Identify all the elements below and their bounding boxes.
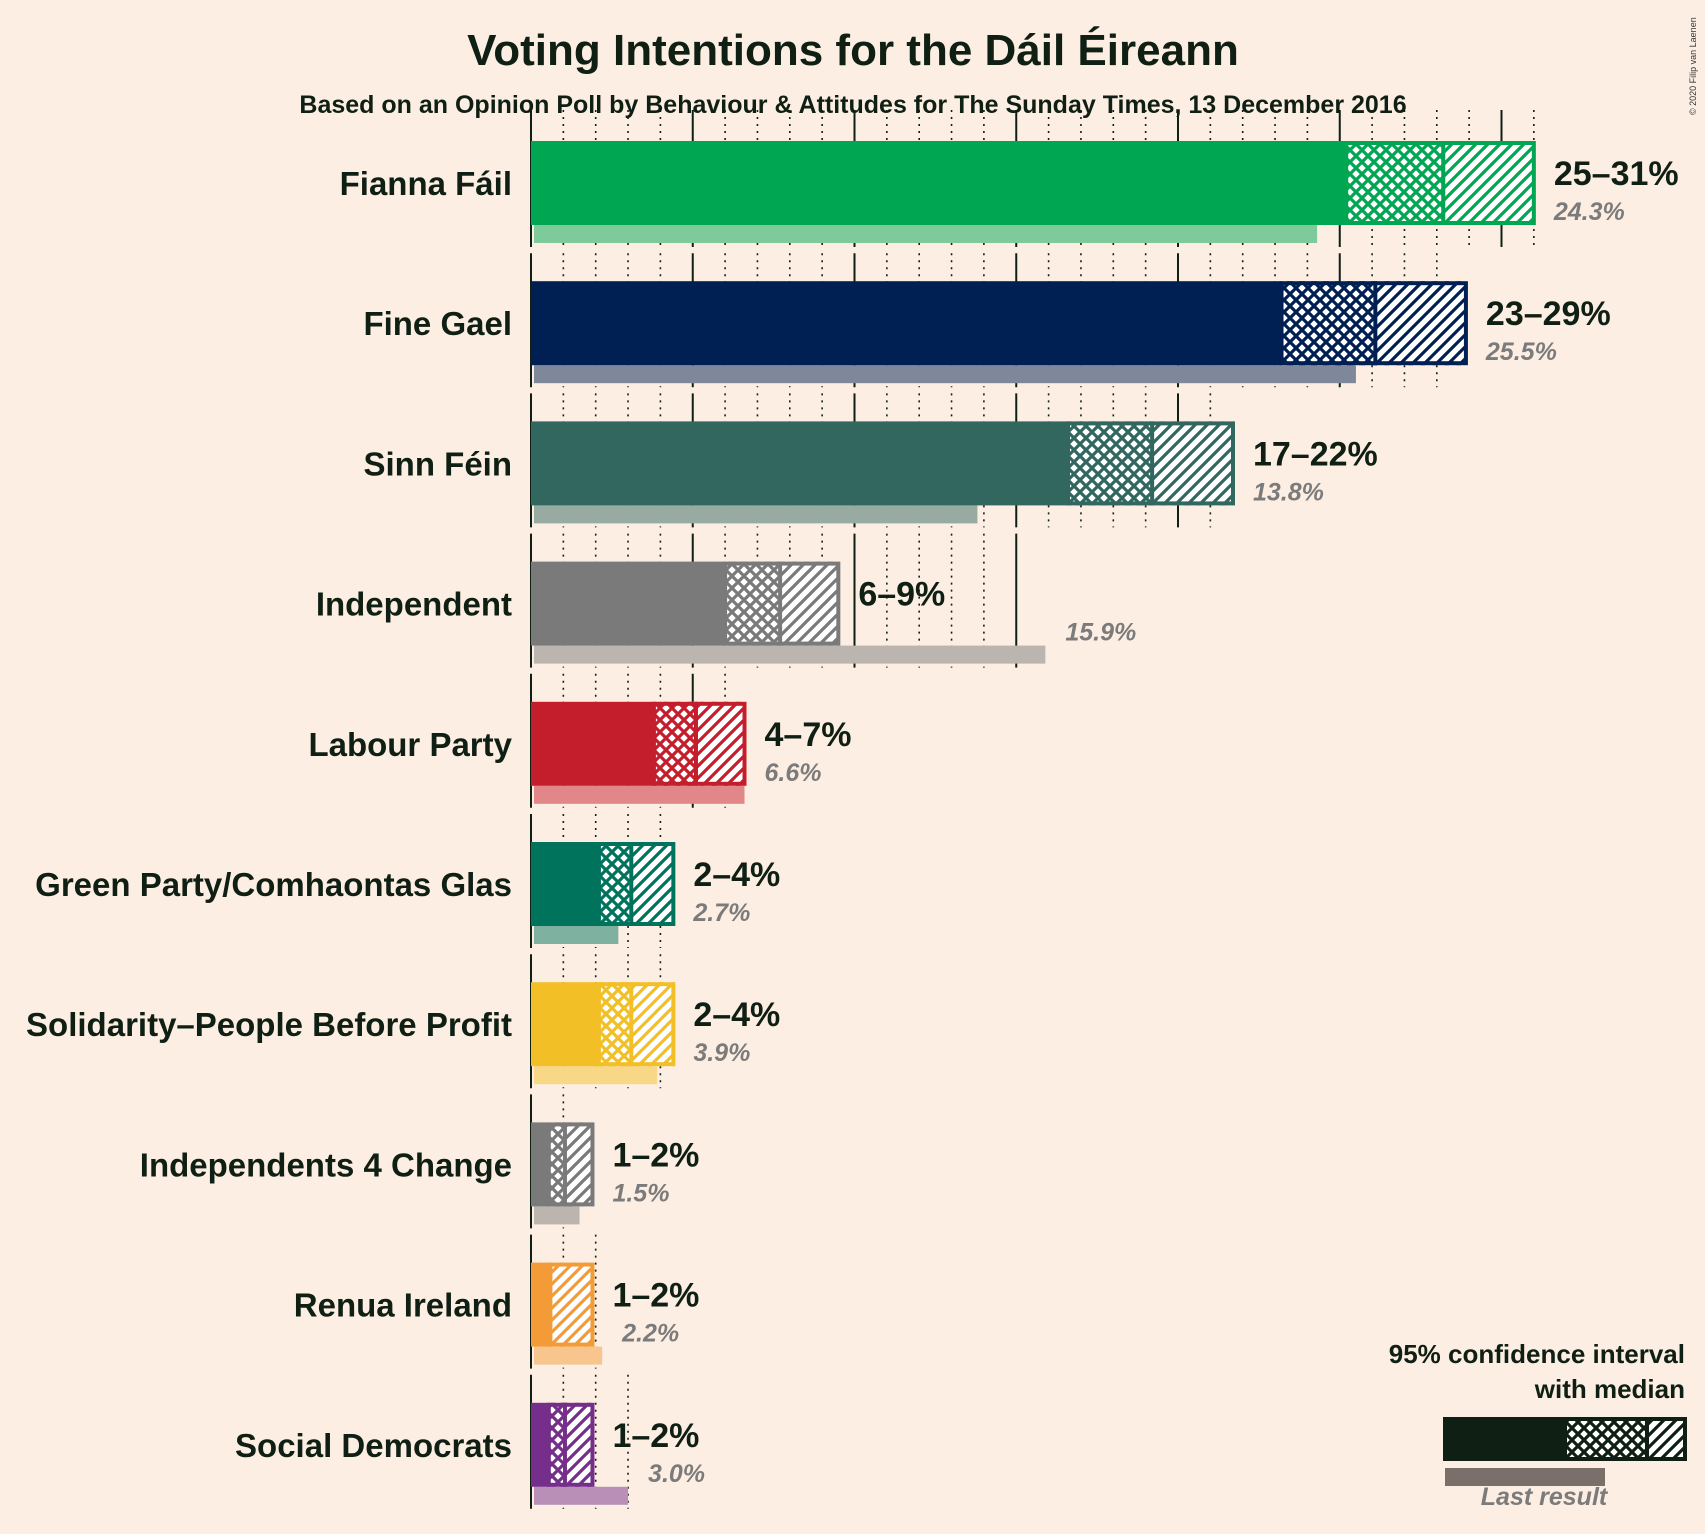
bar-ci-lower <box>598 982 632 1067</box>
bar-solid <box>531 141 1347 225</box>
last-result-label: 13.8% <box>1253 478 1324 506</box>
bar-solid <box>531 1402 549 1487</box>
last-result-bar <box>534 926 619 944</box>
bar-ci-upper <box>1152 421 1233 506</box>
bar-ci-lower <box>1068 421 1153 506</box>
chart-subtitle: Based on an Opinion Poll by Behaviour & … <box>299 91 1406 119</box>
party-label: Labour Party <box>308 726 512 763</box>
party-label: Independents 4 Change <box>140 1146 512 1183</box>
last-result-bar <box>534 1206 580 1225</box>
range-label: 4–7% <box>765 716 852 754</box>
last-result-bar <box>534 1346 603 1365</box>
party-label: Sinn Féin <box>364 445 513 482</box>
legend-outline <box>1563 1417 1687 1461</box>
legend: 95% confidence interval with median Last… <box>1389 1339 1687 1511</box>
last-result-label: 3.0% <box>648 1460 705 1488</box>
copyright-notice: © 2020 Filip van Laenen <box>1688 17 1698 115</box>
bar-ci-upper <box>1375 281 1466 366</box>
bar-ci-upper <box>780 561 839 646</box>
legend-swatch <box>1443 1417 1687 1486</box>
bar-solid <box>531 281 1282 366</box>
range-label: 25–31% <box>1554 155 1679 193</box>
legend-line-1: 95% confidence interval <box>1389 1339 1685 1369</box>
last-result-label: 25.5% <box>1485 338 1557 366</box>
bar-ci-outline <box>596 982 676 1067</box>
legend-last-bar <box>1445 1468 1605 1486</box>
last-result-bar <box>534 1486 629 1505</box>
bar-ci-upper <box>550 1262 593 1347</box>
party-label: Green Party/Comhaontas Glas <box>35 866 512 903</box>
range-label: 1–2% <box>612 1277 699 1315</box>
bar-solid <box>531 842 599 926</box>
bars-group: Fianna Fáil 25–31% 24.3% Fine Gael 23–29% 25.… <box>26 141 1679 1505</box>
last-result-label: 1.5% <box>612 1179 669 1207</box>
range-label: 1–2% <box>612 1417 699 1455</box>
legend-ci-lower <box>1565 1417 1647 1461</box>
bar-ci-upper <box>631 982 674 1067</box>
party-label: Social Democrats <box>235 1427 512 1464</box>
last-result-label: 3.9% <box>693 1039 750 1067</box>
bar-solid <box>531 1122 549 1207</box>
last-result-bar <box>534 785 745 804</box>
bar-ci-lower <box>653 701 696 786</box>
party-label: Independent <box>316 586 512 623</box>
bar-solid <box>531 561 726 646</box>
party-label: Fianna Fáil <box>340 165 512 202</box>
bar-ci-lower <box>598 842 632 926</box>
bar-ci-upper <box>695 701 745 786</box>
bar-ci-upper <box>564 1122 593 1207</box>
last-result-label: 6.6% <box>765 759 822 787</box>
party-label: Solidarity–People Before Profit <box>26 1006 512 1043</box>
party-label: Fine Gael <box>363 305 512 342</box>
bar-ci-upper <box>564 1402 593 1487</box>
legend-line-2: with median <box>1534 1374 1685 1404</box>
bar-solid <box>531 982 599 1067</box>
last-result-bar <box>534 365 1356 384</box>
party-label: Renua Ireland <box>294 1287 512 1324</box>
bar-ci-outline <box>1344 141 1536 225</box>
last-result-bar <box>534 1066 658 1085</box>
last-result-bar <box>534 645 1046 664</box>
range-label: 6–9% <box>858 576 945 614</box>
bar-ci-lower <box>1346 141 1444 225</box>
bar-ci-lower <box>548 1402 565 1487</box>
bar-ci-upper <box>631 842 674 926</box>
range-label: 23–29% <box>1486 295 1611 333</box>
bar-ci-outline <box>546 1122 595 1207</box>
chart-title: Voting Intentions for the Dáil Éireann <box>467 25 1239 75</box>
last-result-bar <box>534 505 978 524</box>
bar-ci-outline <box>651 701 747 786</box>
last-result-label: 15.9% <box>1065 619 1136 647</box>
range-label: 17–22% <box>1253 435 1378 473</box>
legend-ci-upper <box>1647 1417 1685 1461</box>
range-label: 2–4% <box>693 996 780 1034</box>
bar-ci-upper <box>1443 141 1534 225</box>
range-label: 2–4% <box>693 856 780 894</box>
bar-ci-lower <box>725 561 781 646</box>
bar-solid <box>531 1262 549 1347</box>
last-result-bar <box>534 225 1318 243</box>
legend-last-result-label: Last result <box>1481 1483 1609 1511</box>
bar-ci-lower <box>548 1122 565 1207</box>
bar-ci-outline <box>596 842 676 926</box>
bar-solid <box>531 421 1069 506</box>
last-result-label: 2.7% <box>692 899 750 927</box>
legend-solid <box>1443 1417 1565 1461</box>
bar-ci-lower <box>1281 281 1376 366</box>
bar-solid <box>531 701 654 786</box>
range-label: 1–2% <box>612 1136 699 1174</box>
last-result-label: 24.3% <box>1553 198 1625 226</box>
last-result-label: 2.2% <box>621 1320 679 1348</box>
bar-ci-outline <box>546 1402 595 1487</box>
